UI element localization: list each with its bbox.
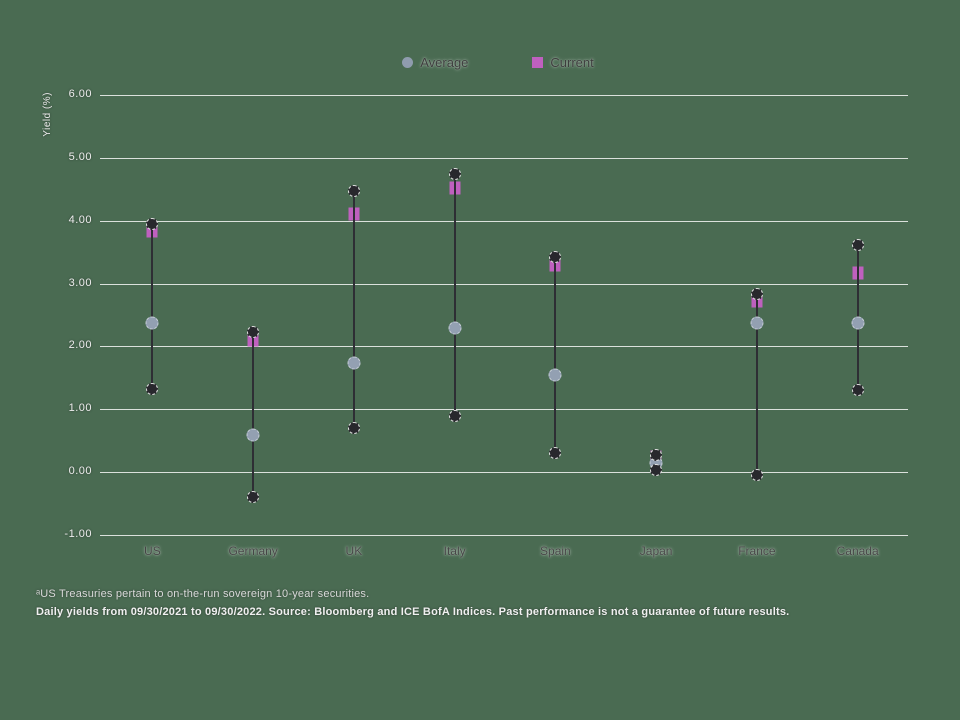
legend-item-average: Average	[402, 55, 468, 70]
y-tick-label: -1.00	[64, 528, 92, 540]
y-tick-label: 2.00	[68, 339, 92, 352]
range-line	[352, 190, 355, 429]
gridline	[100, 283, 908, 285]
max-dot	[549, 250, 562, 263]
range-line	[755, 294, 758, 475]
min-dot	[650, 464, 663, 477]
chart-legend: Average Current	[36, 55, 960, 70]
average-dot	[246, 428, 260, 442]
average-dot	[347, 356, 361, 370]
range-line	[554, 256, 557, 454]
gridline	[100, 95, 908, 96]
x-axis-label-uk: UK	[345, 544, 363, 558]
y-tick-label: 3.00	[68, 276, 92, 289]
max-dot	[247, 325, 260, 338]
gridline	[100, 472, 908, 474]
max-dot	[146, 218, 159, 231]
min-dot	[347, 422, 360, 435]
gridline	[100, 409, 908, 411]
min-dot	[549, 447, 562, 460]
y-tick-label: 0.00	[68, 465, 92, 478]
min-dot	[750, 468, 763, 481]
footnote-line-2: Daily yields from 09/30/2021 to 09/30/20…	[36, 606, 790, 618]
max-dot	[347, 184, 360, 197]
range-line	[453, 173, 456, 416]
footnote-line-1: ᵃUS Treasuries pertain to on-the-run sov…	[36, 588, 370, 600]
average-dot	[750, 316, 764, 330]
x-axis-label-france: France	[738, 544, 776, 558]
average-circle-marker-icon	[402, 57, 414, 68]
y-tick-label: 1.00	[68, 402, 92, 415]
plot-area: 6.00 5.00 4.00 3.00 2.00 1.00 0.00 -1.00 US Germa…	[64, 88, 908, 558]
average-dot	[145, 316, 159, 330]
gridline	[100, 157, 908, 159]
range-line	[151, 224, 154, 389]
current-square-marker-icon	[532, 57, 544, 68]
x-axis-label-spain: Spain	[540, 544, 571, 558]
min-dot	[448, 409, 461, 422]
legend-label-current: Current	[550, 55, 594, 70]
max-dot	[448, 167, 461, 180]
max-dot	[851, 239, 864, 252]
legend-label-average: Average	[420, 55, 469, 70]
x-axis-label-us: US	[144, 544, 161, 558]
x-axis-label-italy: Italy	[443, 544, 466, 558]
x-axis-label-canada: Canada	[836, 544, 879, 558]
range-line	[252, 331, 255, 498]
y-tick-label: 5.00	[68, 150, 92, 163]
y-tick-label: 4.00	[68, 213, 92, 226]
y-tick-label: 6.00	[68, 88, 92, 100]
average-dot	[851, 316, 865, 330]
average-dot	[448, 321, 462, 335]
max-dot	[650, 449, 663, 462]
x-axis-label-japan: Japan	[639, 544, 673, 558]
x-axis-label-germany: Germany	[228, 544, 278, 558]
min-dot	[247, 491, 260, 504]
average-dot	[548, 368, 562, 382]
gridline	[100, 346, 908, 348]
min-dot	[146, 382, 159, 395]
min-dot	[851, 384, 864, 397]
max-dot	[750, 288, 763, 301]
gridline	[100, 220, 908, 222]
gridline	[100, 535, 908, 536]
legend-item-current: Current	[532, 55, 594, 70]
